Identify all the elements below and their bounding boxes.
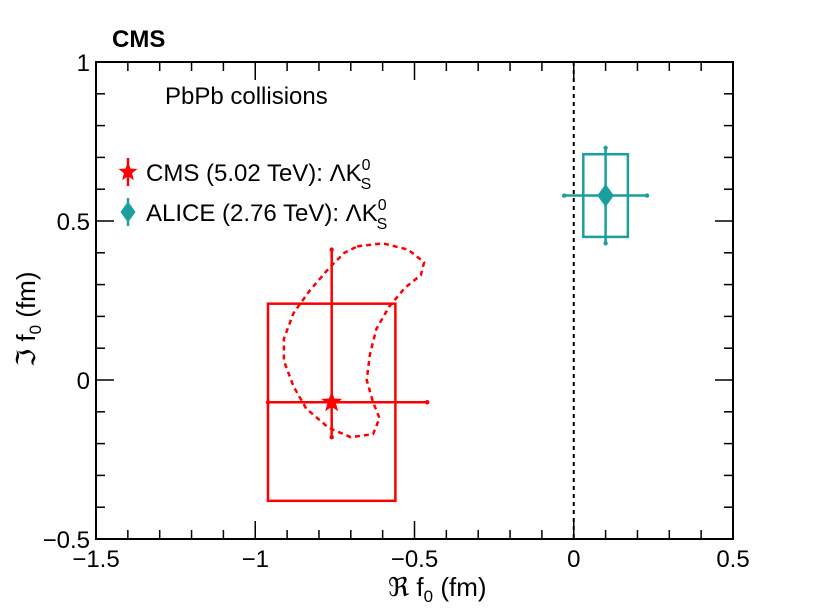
x-axis-unit: (fm)	[433, 572, 486, 602]
legend-label: CMS (5.02 TeV): ΛK0 S	[146, 157, 371, 193]
y-tick-label: −0.5	[43, 527, 90, 554]
y-axis-symbol: ℑ	[11, 349, 41, 367]
error-bar-cap	[329, 247, 334, 252]
legend-prefix: CMS (5.02 TeV):	[146, 160, 330, 187]
experiment-label: CMS	[112, 26, 165, 53]
error-bar-cap	[329, 435, 334, 440]
y-axis-unit: (fm)	[11, 272, 41, 325]
y-axis-title-group: ℑ f0 (fm)	[11, 272, 45, 367]
error-bar-cap	[425, 400, 430, 405]
legend-subscript: S	[361, 176, 372, 193]
error-bar-cap	[265, 400, 271, 405]
x-tick-label: −1.5	[72, 546, 119, 573]
x-tick-label: −1	[242, 546, 269, 573]
error-bar-cap	[644, 193, 650, 198]
legend-label: ALICE (2.76 TeV): ΛK0 S	[146, 197, 387, 233]
error-bar-cap	[603, 145, 608, 151]
series-alice	[561, 145, 650, 246]
x-tick-label: 0	[567, 546, 580, 573]
legend-entry-alice: ALICE (2.76 TeV): ΛK0 S	[120, 197, 387, 233]
data-point	[597, 184, 614, 208]
x-axis-title: ℜ f0 (fm)	[388, 572, 487, 606]
error-bar-cap	[561, 193, 567, 198]
error-bar-cap	[603, 241, 608, 246]
legend-particle: ΛK	[346, 200, 378, 227]
series-cms	[265, 242, 430, 503]
y-axis-text: f	[11, 334, 41, 349]
x-tick-label: 0.5	[716, 546, 749, 573]
legend-marker	[120, 201, 136, 223]
plot-area	[95, 61, 734, 540]
y-tick-label: 1	[77, 50, 90, 77]
x-axis-text: f	[409, 572, 424, 602]
y-tick-label: 0.5	[57, 209, 90, 236]
legend-superscript: 0	[378, 197, 387, 214]
annotation-text: PbPb collisions	[165, 83, 328, 110]
confidence-contour	[282, 242, 426, 439]
x-tick-label: −0.5	[391, 546, 438, 573]
x-axis-subscript: 0	[424, 587, 433, 606]
legend-marker	[118, 162, 138, 181]
y-axis-subscript: 0	[26, 325, 45, 334]
legend-prefix: ALICE (2.76 TeV):	[146, 200, 346, 227]
axis-labels: −1.5 −1 −0.5 0 0.5−0.500.51ℜ f0 (fm)ℑ f0 (fm…	[11, 50, 750, 606]
x-axis-symbol: ℜ	[388, 572, 409, 602]
legend-subscript: S	[377, 216, 388, 233]
data-point	[321, 391, 343, 412]
y-tick-label: 0	[77, 368, 90, 395]
legend-particle: ΛK	[330, 160, 362, 187]
legend-superscript: 0	[362, 157, 371, 174]
plot-frame	[95, 61, 734, 540]
y-axis-title: ℑ f0 (fm)	[11, 272, 45, 367]
legend-entry-cms: CMS (5.02 TeV): ΛK0 S	[118, 157, 371, 193]
